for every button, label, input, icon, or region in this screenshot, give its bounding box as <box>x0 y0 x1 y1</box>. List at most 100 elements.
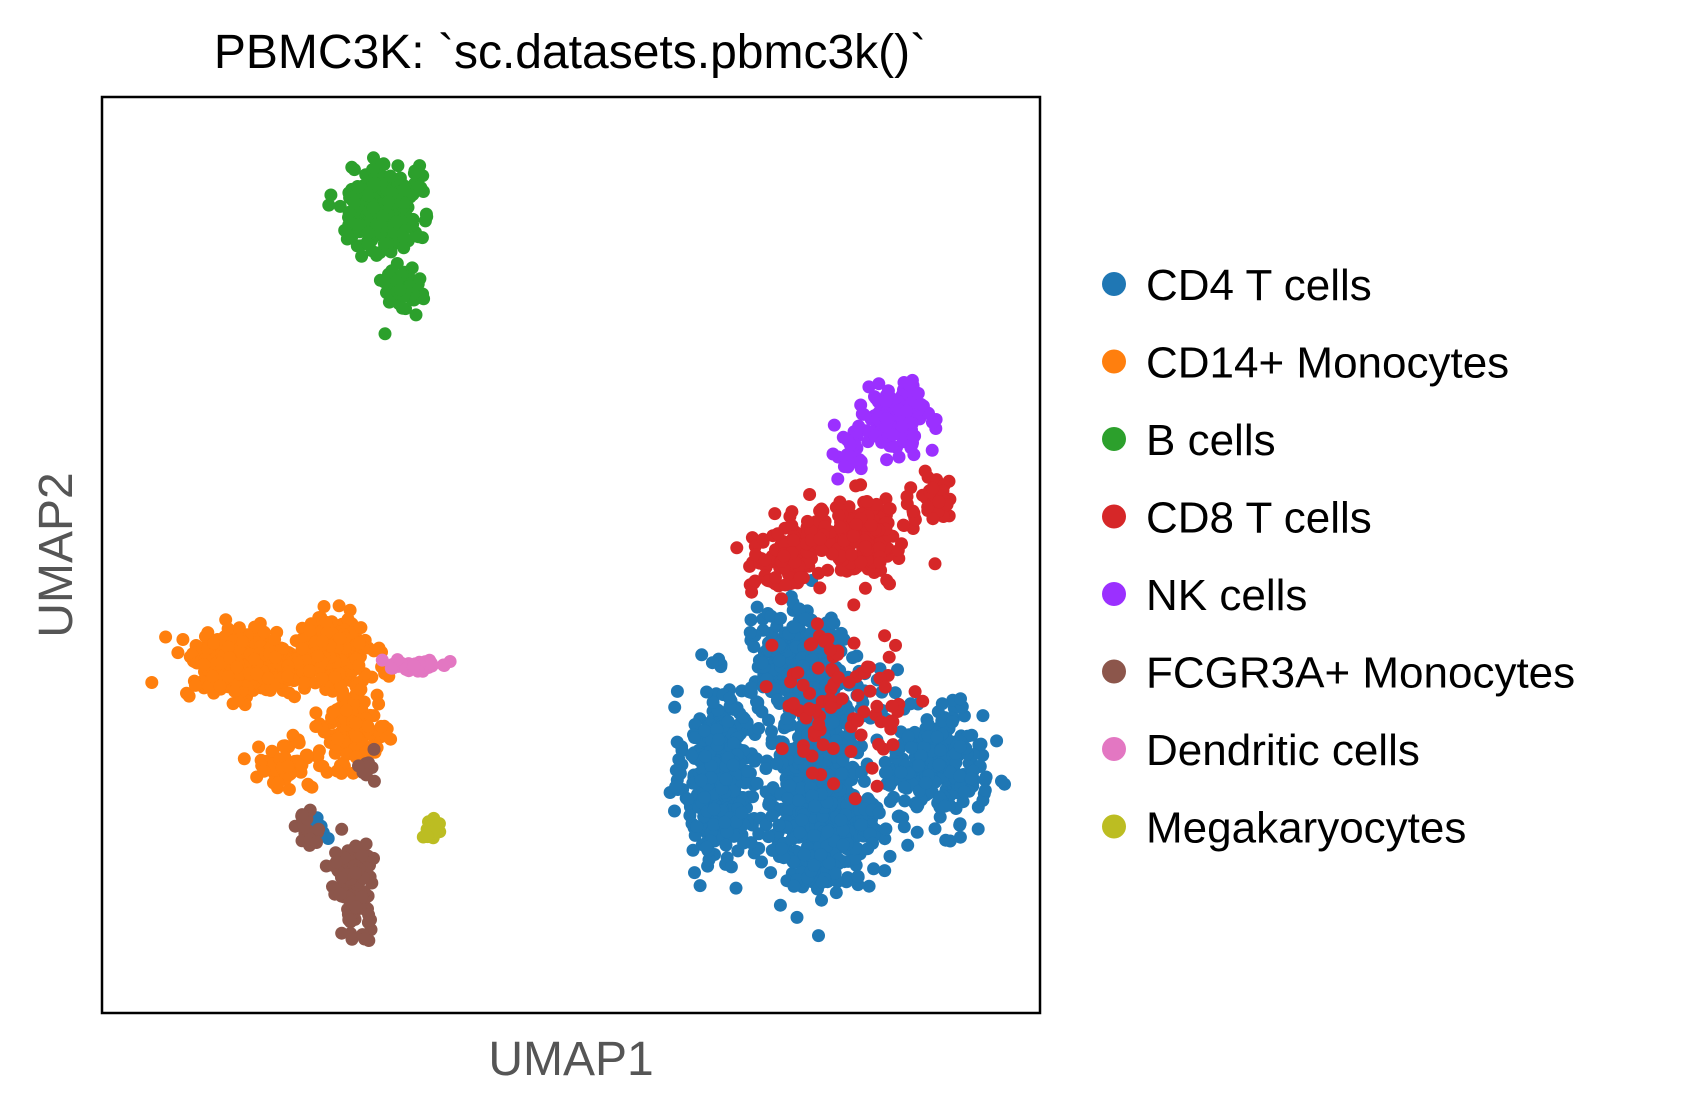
data-point <box>378 327 392 341</box>
data-point <box>888 686 902 700</box>
data-point <box>292 736 306 750</box>
data-point <box>802 702 816 716</box>
data-point <box>303 624 317 637</box>
data-point <box>862 380 876 394</box>
data-point <box>744 613 758 627</box>
data-point <box>668 804 681 818</box>
data-point <box>976 748 990 762</box>
data-point <box>355 249 369 263</box>
data-point <box>295 758 309 772</box>
data-point <box>335 871 348 884</box>
legend-label: B cells <box>1146 416 1276 465</box>
legend-marker <box>1102 349 1126 374</box>
data-point <box>896 518 910 532</box>
data-point <box>995 774 1008 788</box>
data-point <box>328 670 342 684</box>
series-dendritic-cells <box>375 653 457 678</box>
data-point <box>748 574 762 588</box>
data-point <box>377 237 391 251</box>
data-point <box>685 748 699 762</box>
data-point <box>862 660 876 674</box>
legend-label: CD4 T cells <box>1146 261 1372 310</box>
data-point <box>764 866 778 880</box>
data-point <box>953 740 967 754</box>
data-point <box>879 492 893 506</box>
data-point <box>864 518 878 532</box>
data-point <box>378 275 391 289</box>
data-point <box>783 779 797 793</box>
data-point <box>700 685 714 699</box>
data-point <box>268 632 282 646</box>
data-point <box>694 773 708 787</box>
data-point <box>182 689 196 703</box>
data-point <box>315 634 329 648</box>
data-point <box>698 724 711 738</box>
data-point <box>366 201 380 214</box>
data-point <box>848 792 862 806</box>
data-point <box>897 780 911 794</box>
data-point <box>765 809 779 823</box>
data-point <box>221 640 235 654</box>
data-point <box>954 692 967 706</box>
data-point <box>821 563 835 577</box>
data-point <box>311 649 325 663</box>
data-point <box>858 581 872 595</box>
data-point <box>681 792 695 806</box>
data-point <box>673 767 687 780</box>
data-point <box>765 638 779 652</box>
data-point <box>883 849 897 863</box>
data-point <box>935 697 949 711</box>
legend-marker <box>1102 659 1126 684</box>
data-point <box>885 439 899 453</box>
plot-frame <box>100 95 1042 1015</box>
data-point <box>964 772 978 786</box>
data-point <box>836 753 850 767</box>
data-point <box>348 866 362 880</box>
data-point <box>719 772 733 786</box>
data-point <box>930 730 944 744</box>
data-point <box>207 636 220 650</box>
data-point <box>886 428 900 442</box>
data-point <box>807 829 821 842</box>
data-point <box>772 818 786 832</box>
legend-marker <box>1102 504 1126 529</box>
data-point <box>257 764 271 778</box>
data-point <box>883 577 896 591</box>
data-point <box>747 640 761 654</box>
data-point <box>797 744 811 758</box>
data-point <box>349 839 363 853</box>
data-point <box>704 759 718 773</box>
data-point <box>695 648 709 662</box>
data-point <box>807 858 821 872</box>
data-point <box>770 693 784 707</box>
data-point <box>878 864 892 878</box>
data-point <box>688 718 702 732</box>
data-point <box>953 769 967 783</box>
data-point <box>707 802 721 816</box>
data-point <box>309 706 323 720</box>
data-point <box>710 723 724 736</box>
data-point <box>737 836 751 850</box>
data-point <box>686 843 700 857</box>
data-point <box>351 218 365 232</box>
data-point <box>813 532 827 546</box>
chart-title: PBMC3K: `sc.datasets.pbmc3k()` <box>214 26 926 79</box>
data-point <box>718 815 732 829</box>
data-point <box>755 656 769 670</box>
data-point <box>829 886 843 900</box>
data-point <box>811 661 825 675</box>
data-point <box>721 715 735 728</box>
data-point <box>669 780 683 794</box>
data-point <box>831 472 845 486</box>
data-point <box>750 776 764 790</box>
data-point <box>309 720 323 733</box>
data-point <box>880 765 894 779</box>
data-point <box>176 633 190 646</box>
data-point <box>785 742 799 756</box>
data-point <box>769 571 782 584</box>
x-axis-label: UMAP1 <box>488 1033 653 1086</box>
data-point <box>810 617 824 631</box>
data-point <box>762 798 776 812</box>
data-point <box>793 826 807 840</box>
series-nk-cells <box>826 373 943 486</box>
